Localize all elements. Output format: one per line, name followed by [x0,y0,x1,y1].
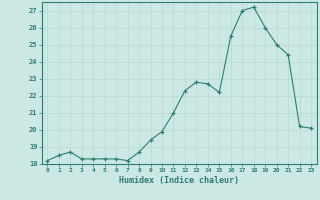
X-axis label: Humidex (Indice chaleur): Humidex (Indice chaleur) [119,176,239,185]
